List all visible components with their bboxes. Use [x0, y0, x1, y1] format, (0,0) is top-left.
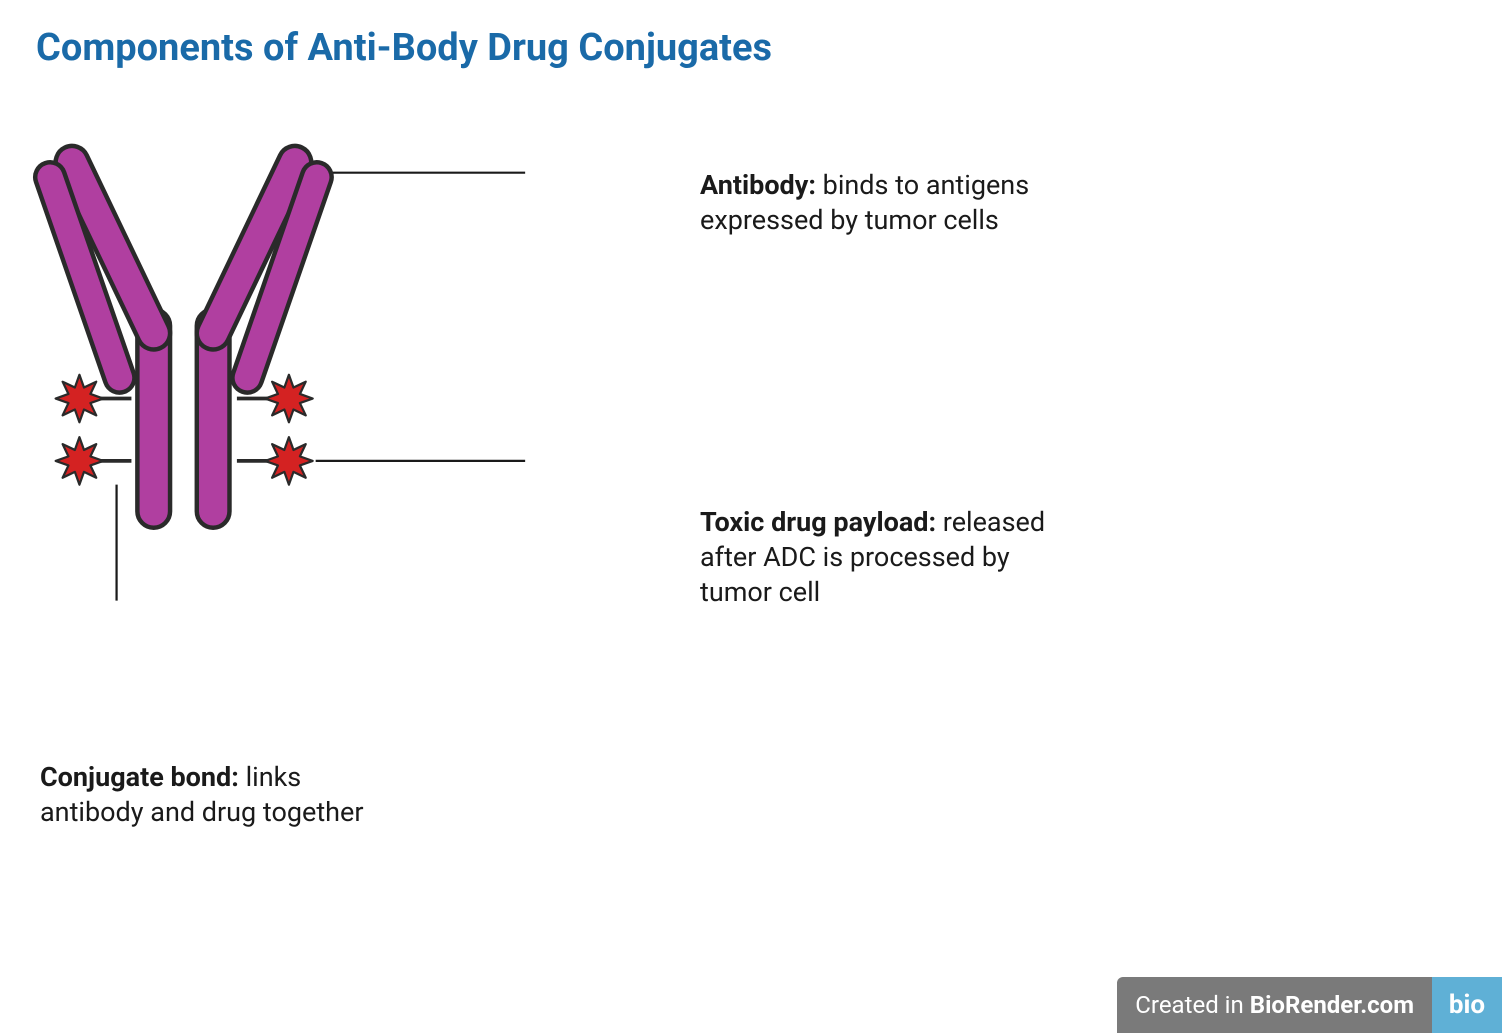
- payload-group: [56, 375, 313, 485]
- adc-diagram: [20, 120, 540, 680]
- attribution-logo: bio: [1432, 977, 1502, 1033]
- attribution-logo-text: bio: [1449, 990, 1485, 1020]
- attribution-brand: BioRender.com: [1250, 991, 1414, 1019]
- label-antibody-title: Antibody:: [700, 169, 816, 201]
- payload-star: [265, 437, 313, 485]
- attribution-prefix: Created in: [1135, 991, 1243, 1019]
- payload-star: [56, 375, 104, 423]
- payload-star: [56, 437, 104, 485]
- label-antibody: Antibody: binds to antigens expressed by…: [700, 168, 1060, 238]
- label-conjugate-title: Conjugate bond:: [40, 761, 239, 793]
- payload-star: [265, 375, 313, 423]
- label-payload-title: Toxic drug payload:: [700, 506, 936, 538]
- attribution-bar: Created in BioRender.com bio: [1117, 977, 1502, 1033]
- diagram-title: Components of Anti-Body Drug Conjugates: [36, 26, 772, 70]
- label-conjugate: Conjugate bond: links antibody and drug …: [40, 760, 380, 830]
- attribution-text: Created in BioRender.com: [1117, 977, 1432, 1033]
- label-payload: Toxic drug payload: released after ADC i…: [700, 505, 1080, 610]
